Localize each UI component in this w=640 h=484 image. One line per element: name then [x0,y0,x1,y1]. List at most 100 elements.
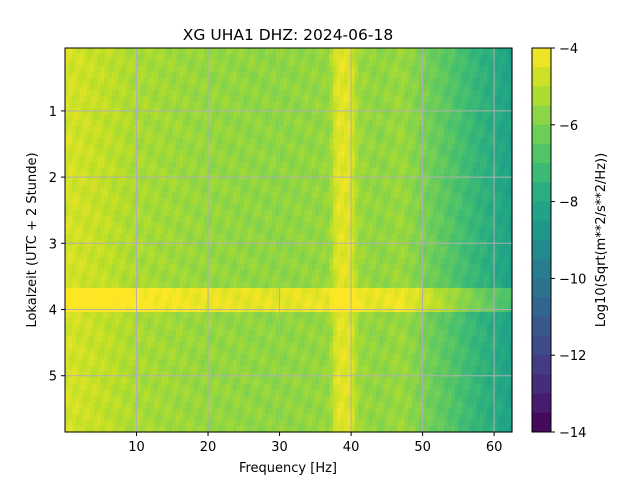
heatmap-cell [275,210,281,217]
heatmap-cell [354,138,359,145]
heatmap-cell [479,228,484,235]
heatmap-cell [329,258,334,265]
heatmap-cell [211,168,216,175]
heatmap-cell [275,204,281,211]
heatmap-cell [354,282,359,289]
heatmap-cell [72,276,77,283]
heatmap-cell [318,192,324,199]
heatmap-cell [501,72,506,79]
heatmap-cell [225,192,231,199]
heatmap-cell [157,252,163,259]
heatmap-cell [240,78,245,85]
heatmap-cell [283,126,288,133]
heatmap-cell [254,126,259,133]
heatmap-cell [136,102,141,109]
heatmap-cell [343,228,349,235]
heatmap-cell [143,210,148,217]
heatmap-cell [229,84,234,91]
heatmap-cell [419,114,424,121]
heatmap-cell [243,168,248,175]
heatmap-cell [143,54,148,61]
heatmap-cell [111,90,116,97]
heatmap-cell [429,162,434,169]
heatmap-cell [218,228,223,235]
heatmap-cell [354,198,359,205]
heatmap-cell [222,66,227,73]
heatmap-cell [508,276,513,283]
heatmap-cell [247,48,252,55]
heatmap-cell [472,210,477,217]
heatmap-cell [136,168,141,175]
heatmap-cell [376,204,381,211]
heatmap-cell [275,150,281,157]
heatmap-cell [211,120,216,127]
heatmap-cell [465,84,470,91]
heatmap-cell [222,264,227,271]
heatmap-cell [301,120,306,127]
heatmap-cell [150,78,155,85]
heatmap-cell [243,186,248,193]
heatmap-cell [79,264,84,271]
heatmap-cell [361,126,366,133]
heatmap-cell [265,150,270,157]
heatmap-cell [429,210,434,217]
heatmap-cell [204,252,209,259]
heatmap-cell [275,156,281,163]
heatmap-cell [268,66,274,73]
heatmap-cell [86,84,91,91]
heatmap-cell [508,210,513,217]
heatmap-cell [147,246,152,253]
heatmap-cell [129,96,134,103]
heatmap-cell [301,192,306,199]
heatmap-cell [397,96,402,103]
heatmap-cell [433,132,438,139]
heatmap-cell [376,282,381,289]
heatmap-cell [275,198,281,205]
heatmap-cell [290,66,295,73]
heatmap-cell [415,264,420,271]
heatmap-cell [351,114,356,121]
heatmap-cell [250,114,256,121]
heatmap-cell [229,102,234,109]
heatmap-cell [118,72,123,79]
heatmap-cell [440,264,445,271]
heatmap-cell [315,90,320,97]
heatmap-cell [279,270,284,277]
heatmap-cell [147,66,152,73]
heatmap-cell [258,234,263,241]
heatmap-cell [479,246,484,253]
heatmap-cell [304,192,309,199]
heatmap-cell [250,270,256,277]
heatmap-cell [233,126,238,133]
heatmap-cell [125,144,130,151]
heatmap-cell [65,102,70,109]
heatmap-cell [390,156,395,163]
heatmap-cell [508,156,513,163]
heatmap-cell [254,198,259,205]
heatmap-cell [451,210,456,217]
heatmap-cell [265,162,270,169]
heatmap-cell [404,72,409,79]
heatmap-cell [90,186,95,193]
heatmap-cell [86,54,91,61]
heatmap-cell [368,96,374,103]
heatmap-cell [390,84,395,91]
heatmap-cell [408,132,413,139]
heatmap-cell [411,192,417,199]
heatmap-cell [272,144,277,151]
heatmap-cell [175,54,181,61]
heatmap-cell [157,144,163,151]
heatmap-cell [401,66,406,73]
heatmap-cell [361,234,366,241]
heatmap-cell [283,186,288,193]
heatmap-cell [165,150,170,157]
heatmap-cell [465,114,470,121]
heatmap-cell [93,162,98,169]
heatmap-cell [118,258,123,265]
heatmap-cell [82,228,88,235]
heatmap-cell [411,102,417,109]
heatmap-cell [379,270,384,277]
heatmap-cell [501,54,506,61]
heatmap-cell [483,204,488,211]
heatmap-cell [326,192,331,199]
